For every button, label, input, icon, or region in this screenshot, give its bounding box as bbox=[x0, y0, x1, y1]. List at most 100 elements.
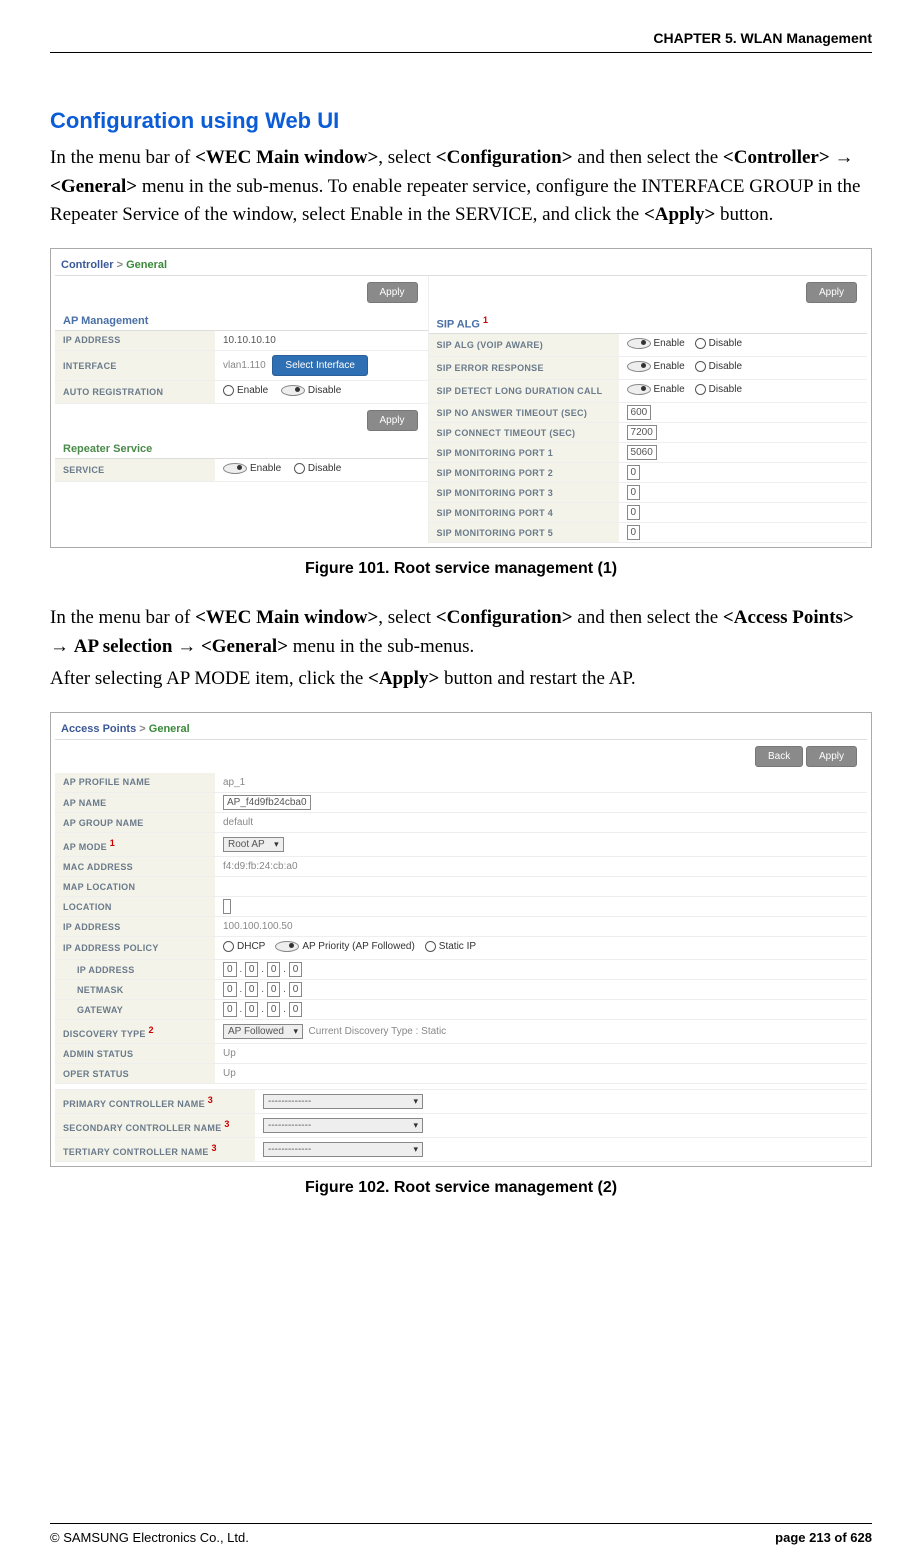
service-label: SERVICE bbox=[55, 459, 215, 482]
ap-row-value: Up bbox=[215, 1064, 867, 1084]
p1-b4: <General> bbox=[50, 176, 137, 197]
ap-row-label: AP PROFILE NAME bbox=[55, 773, 215, 793]
table-row: SIP MONITORING PORT 30 bbox=[429, 483, 867, 503]
ap-row-label: MAP LOCATION bbox=[55, 877, 215, 897]
ip-octet-input[interactable]: 0 bbox=[289, 982, 303, 997]
select-interface-button[interactable]: Select Interface bbox=[272, 355, 367, 376]
enable-radio[interactable]: Enable bbox=[627, 384, 685, 395]
extra-text: Current Discovery Type : Static bbox=[309, 1026, 447, 1037]
ip-octet-input[interactable]: 0 bbox=[245, 1002, 259, 1017]
apply-button[interactable]: Apply bbox=[367, 282, 418, 303]
breadcrumb: Access Points > General bbox=[55, 717, 867, 739]
apply-button[interactable]: Apply bbox=[367, 410, 418, 431]
sip-row-label: SIP ALG (VOIP AWARE) bbox=[429, 334, 619, 357]
table-row: NETMASK0 . 0 . 0 . 0 bbox=[55, 980, 867, 1000]
p1-t5: button. bbox=[715, 204, 773, 225]
disable-label: Disable bbox=[709, 384, 742, 395]
ap-row-value: default bbox=[215, 813, 867, 833]
superscript: 3 bbox=[208, 1095, 213, 1105]
ip-octet-input[interactable]: 0 bbox=[245, 962, 259, 977]
disable-radio[interactable]: Disable bbox=[294, 463, 341, 474]
ap-management-title: AP Management bbox=[55, 309, 428, 331]
ap-row-value: ap_1 bbox=[215, 773, 867, 793]
radio-icon-selected bbox=[627, 384, 651, 395]
radio-icon bbox=[695, 361, 706, 372]
select-dropdown[interactable]: ------------- bbox=[263, 1118, 423, 1133]
crumb-controller: Controller bbox=[61, 259, 114, 271]
apply-button[interactable]: Apply bbox=[806, 746, 857, 767]
ip-address-value: 10.10.10.10 bbox=[215, 331, 428, 351]
enable-label: Enable bbox=[250, 463, 281, 474]
radio-icon-selected bbox=[223, 463, 247, 474]
ap-row-label: IP ADDRESS bbox=[55, 917, 215, 937]
enable-radio[interactable]: Enable bbox=[627, 338, 685, 349]
enable-radio[interactable]: Enable bbox=[627, 361, 685, 372]
back-button[interactable]: Back bbox=[755, 746, 803, 767]
ip-octet-input[interactable]: 0 bbox=[267, 1002, 281, 1017]
text-input[interactable] bbox=[223, 899, 231, 914]
text-input[interactable]: 5060 bbox=[627, 445, 657, 460]
chapter-header: CHAPTER 5. WLAN Management bbox=[50, 30, 872, 53]
p2-b3: <Access Points> bbox=[723, 607, 854, 628]
static-value: Up bbox=[223, 1048, 236, 1059]
ip-octet-input[interactable]: 0 bbox=[289, 1002, 303, 1017]
ip-octet-input[interactable]: 0 bbox=[267, 962, 281, 977]
p2-arrow1: → bbox=[50, 636, 74, 657]
disable-radio[interactable]: Disable bbox=[695, 338, 742, 349]
table-row: MAC ADDRESSf4:d9:fb:24:cb:a0 bbox=[55, 857, 867, 877]
table-row: SIP MONITORING PORT 20 bbox=[429, 463, 867, 483]
ip-octet-input[interactable]: 0 bbox=[223, 962, 237, 977]
interface-label: INTERFACE bbox=[55, 351, 215, 381]
ip-octet-input[interactable]: 0 bbox=[223, 1002, 237, 1017]
apply-bar-left: Apply bbox=[55, 276, 428, 309]
radio-icon bbox=[294, 463, 305, 474]
radio-icon bbox=[695, 338, 706, 349]
disable-radio[interactable]: Disable bbox=[281, 385, 341, 396]
text-input[interactable]: 0 bbox=[627, 505, 641, 520]
enable-radio[interactable]: Enable bbox=[223, 385, 268, 396]
sip-row-value: Enable Disable bbox=[619, 380, 867, 403]
ap-priority-radio[interactable]: AP Priority (AP Followed) bbox=[275, 941, 414, 952]
text-input[interactable]: 0 bbox=[627, 485, 641, 500]
p2-arrow2: → bbox=[172, 636, 201, 657]
controller-row-value: ------------- bbox=[255, 1114, 867, 1138]
dhcp-radio[interactable]: DHCP bbox=[223, 941, 265, 952]
ip-octet-input[interactable]: 0 bbox=[223, 982, 237, 997]
select-dropdown[interactable]: AP Followed bbox=[223, 1024, 303, 1039]
paragraph-1: In the menu bar of <WEC Main window>, se… bbox=[50, 144, 872, 230]
table-row: AP MODE 1Root AP bbox=[55, 833, 867, 857]
crumb-access-points: Access Points bbox=[61, 723, 136, 735]
auto-registration-cell: Enable Disable bbox=[215, 381, 428, 404]
static-value: f4:d9:fb:24:cb:a0 bbox=[223, 861, 298, 872]
panel: Back Apply AP PROFILE NAMEap_1AP NAMEAP_… bbox=[55, 739, 867, 1163]
text-input[interactable]: 0 bbox=[627, 465, 641, 480]
radio-icon-selected bbox=[627, 338, 651, 349]
text-input[interactable]: 7200 bbox=[627, 425, 657, 440]
table-row: SIP NO ANSWER TIMEOUT (SEC)600 bbox=[429, 403, 867, 423]
select-dropdown[interactable]: ------------- bbox=[263, 1094, 423, 1109]
sip-row-value: 0 bbox=[619, 503, 867, 523]
text-input[interactable]: 0 bbox=[627, 525, 641, 540]
table-row: SIP MONITORING PORT 50 bbox=[429, 523, 867, 543]
enable-radio[interactable]: Enable bbox=[223, 463, 281, 474]
breadcrumb: Controller > General bbox=[55, 253, 867, 275]
p1-b1: <WEC Main window> bbox=[195, 147, 378, 168]
table-row: ADMIN STATUSUp bbox=[55, 1044, 867, 1064]
disable-radio[interactable]: Disable bbox=[695, 384, 742, 395]
ip-octet-input[interactable]: 0 bbox=[289, 962, 303, 977]
ip-octet-input[interactable]: 0 bbox=[267, 982, 281, 997]
figure-102-caption: Figure 102. Root service management (2) bbox=[50, 1179, 872, 1197]
static-ip-label: Static IP bbox=[439, 941, 476, 952]
apply-button[interactable]: Apply bbox=[806, 282, 857, 303]
superscript: 1 bbox=[110, 838, 115, 848]
disable-radio[interactable]: Disable bbox=[695, 361, 742, 372]
radio-icon-selected bbox=[627, 361, 651, 372]
table-row: IP ADDRESS0 . 0 . 0 . 0 bbox=[55, 960, 867, 980]
select-dropdown[interactable]: Root AP bbox=[223, 837, 284, 852]
text-input[interactable]: AP_f4d9fb24cba0 bbox=[223, 795, 311, 810]
ip-octet-input[interactable]: 0 bbox=[245, 982, 259, 997]
enable-label: Enable bbox=[654, 338, 685, 349]
static-ip-radio[interactable]: Static IP bbox=[425, 941, 476, 952]
select-dropdown[interactable]: ------------- bbox=[263, 1142, 423, 1157]
text-input[interactable]: 600 bbox=[627, 405, 652, 420]
